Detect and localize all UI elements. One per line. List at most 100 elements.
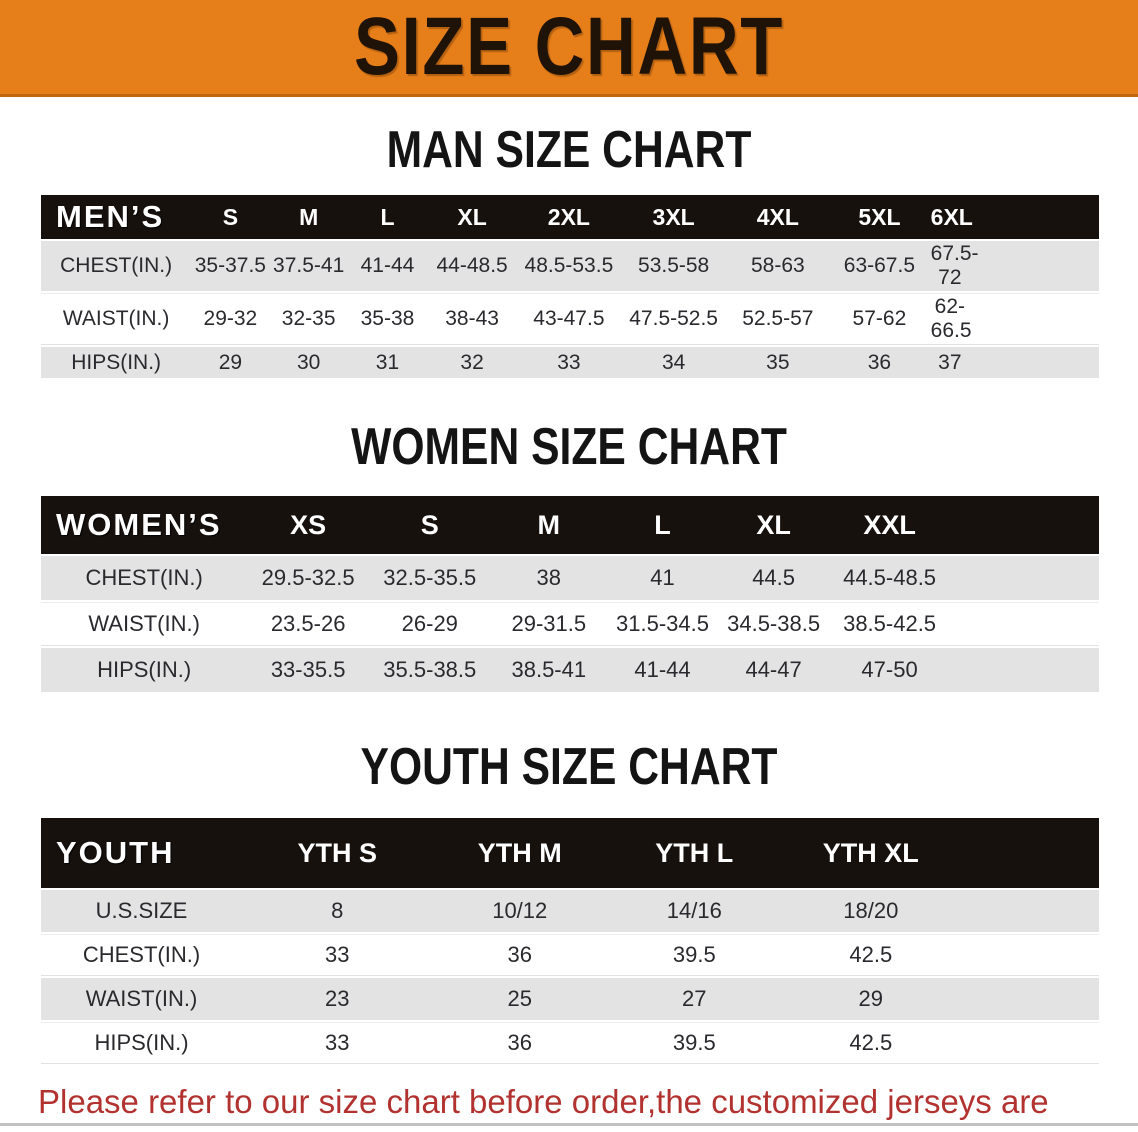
size-column-header: XL (427, 195, 518, 239)
size-value: 36 (432, 934, 608, 976)
size-value: 29 (218, 350, 243, 374)
table-row: CHEST(IN.) 29.5-32.5 32.5-35.5 38 41 44.5 44.5… (41, 556, 1099, 600)
table-header-row: WOMEN’S XS S M L XL XXL (41, 496, 1099, 554)
size-value: 39.5 (607, 1022, 782, 1064)
size-value: 14/16 (666, 898, 722, 923)
size-value: 36 (432, 1022, 608, 1064)
size-value: 52.5-57 (726, 293, 830, 345)
table-row: WAIST(IN.) 23 25 27 29 (41, 978, 1099, 1020)
table-header-row: MEN’S S M L XL 2XL 3XL 4XL 5XL 6XL (41, 195, 1099, 239)
size-value: 38.5-41 (511, 657, 587, 682)
size-value: 10/12 (492, 898, 548, 923)
row-label: CHEST(IN.) (85, 565, 203, 590)
notice-line-1: Please refer to our size chart before or… (38, 1083, 1049, 1132)
row-label: U.S.SIZE (95, 898, 188, 923)
size-value: 23 (324, 986, 350, 1011)
size-value: 34.5-38.5 (718, 602, 830, 646)
size-value: 29-31.5 (490, 602, 607, 646)
size-value: 41 (650, 565, 675, 590)
size-value: 57-62 (829, 293, 930, 345)
table-header-label: MEN’S (41, 195, 192, 239)
size-column-header: L (347, 195, 428, 239)
size-value: 23.5-26 (247, 602, 369, 646)
men-section-title: MAN SIZE CHART (386, 121, 752, 179)
size-value: 32 (460, 350, 484, 374)
size-value: 39.5 (607, 934, 782, 976)
size-column-header: XS (247, 496, 369, 554)
size-value: 35-38 (347, 293, 428, 345)
size-value: 44-48.5 (436, 254, 508, 277)
size-value: 29 (858, 986, 884, 1011)
size-value: 38-43 (427, 293, 518, 345)
size-value: 27 (682, 986, 707, 1011)
size-value: 41-44 (360, 254, 415, 277)
row-label: HIPS(IN.) (97, 657, 192, 682)
row-label: HIPS(IN.) (41, 1022, 243, 1064)
size-value: 48.5-53.5 (524, 254, 614, 277)
size-column-header: YTH M (432, 818, 608, 888)
size-column-header: 2XL (517, 195, 621, 239)
size-value: 29.5-32.5 (261, 565, 355, 590)
row-label: WAIST(IN.) (85, 986, 198, 1011)
youth-size-table: YOUTH YTH S YTH M YTH L YTH XL U.S.SIZE 8 10/12… (41, 816, 1099, 1066)
size-value: 30 (296, 350, 321, 374)
size-value: 62-66.5 (929, 293, 1099, 345)
size-value: 53.5-58 (638, 254, 710, 277)
table-row: HIPS(IN.) 33 36 39.5 42.5 (41, 1022, 1099, 1064)
size-value: 33 (557, 350, 581, 374)
size-value: 35 (766, 350, 790, 374)
bottom-edge-line (0, 1123, 1138, 1126)
size-column-header: 6XL (929, 195, 1099, 239)
size-column-header: 3XL (620, 195, 727, 239)
men-size-table: MEN’S S M L XL 2XL 3XL 4XL 5XL 6XL CHEST(IN.) 35-37… (41, 193, 1099, 380)
table-row: CHEST(IN.) 33 36 39.5 42.5 (41, 934, 1099, 976)
size-value: 44-47 (745, 657, 802, 682)
size-value: 42.5 (781, 1022, 1099, 1064)
table-header-row: YOUTH YTH S YTH M YTH L YTH XL (41, 818, 1099, 888)
banner: SIZE CHART (0, 0, 1138, 97)
size-value: 31 (375, 350, 400, 374)
size-value: 25 (507, 986, 532, 1011)
size-value: 42.5 (781, 934, 1099, 976)
size-value: 29-32 (191, 293, 270, 345)
size-column-header: S (368, 496, 491, 554)
row-label: WAIST(IN.) (41, 293, 192, 345)
table-header-label: WOMEN’S (41, 496, 248, 554)
women-section-title: WOMEN SIZE CHART (351, 418, 787, 476)
size-column-header: YTH XL (781, 818, 1099, 888)
table-header-label: YOUTH (41, 818, 243, 888)
size-value: 18/20 (843, 898, 899, 923)
size-value: 32.5-35.5 (383, 565, 477, 590)
size-column-header: S (191, 195, 270, 239)
size-column-header: YTH S (242, 818, 433, 888)
size-value: 47-50 (861, 657, 918, 682)
size-column-header: L (606, 496, 719, 554)
table-row: HIPS(IN.) 33-35.5 35.5-38.5 38.5-41 41-44 44-… (41, 648, 1099, 692)
youth-section-title: YOUTH SIZE CHART (360, 738, 778, 796)
row-label: WAIST(IN.) (41, 602, 248, 646)
page-title: SIZE CHART (353, 1, 785, 92)
women-size-table: WOMEN’S XS S M L XL XXL CHEST(IN.) 29.5-32.5 32.5… (41, 494, 1099, 694)
size-value: 34 (661, 350, 686, 374)
size-value: 32-35 (269, 293, 348, 345)
size-value: 33-35.5 (270, 657, 346, 682)
table-row: WAIST(IN.) 23.5-26 26-29 29-31.5 31.5-34.5 34… (41, 602, 1099, 646)
size-value: 58-63 (750, 254, 805, 277)
size-value: 26-29 (368, 602, 491, 646)
size-value: 38.5-42.5 (829, 602, 1099, 646)
size-value: 31.5-34.5 (606, 602, 719, 646)
size-value: 33 (242, 934, 433, 976)
table-row: U.S.SIZE 8 10/12 14/16 18/20 (41, 890, 1099, 932)
size-value: 8 (331, 898, 344, 923)
size-value: 33 (242, 1022, 433, 1064)
size-value: 44.5-48.5 (843, 565, 937, 590)
row-label: HIPS(IN.) (71, 350, 162, 374)
table-row: CHEST(IN.) 35-37.5 37.5-41 41-44 44-48.5 48.5… (41, 241, 1099, 291)
order-notice: Please refer to our size chart before or… (0, 1080, 1138, 1132)
size-value: 35-37.5 (194, 254, 266, 277)
size-value: 41-44 (634, 657, 691, 682)
table-row: HIPS(IN.) 29 30 31 32 33 34 35 36 37 (41, 347, 1099, 378)
size-value: 36 (867, 350, 892, 374)
size-value: 44.5 (752, 565, 796, 590)
